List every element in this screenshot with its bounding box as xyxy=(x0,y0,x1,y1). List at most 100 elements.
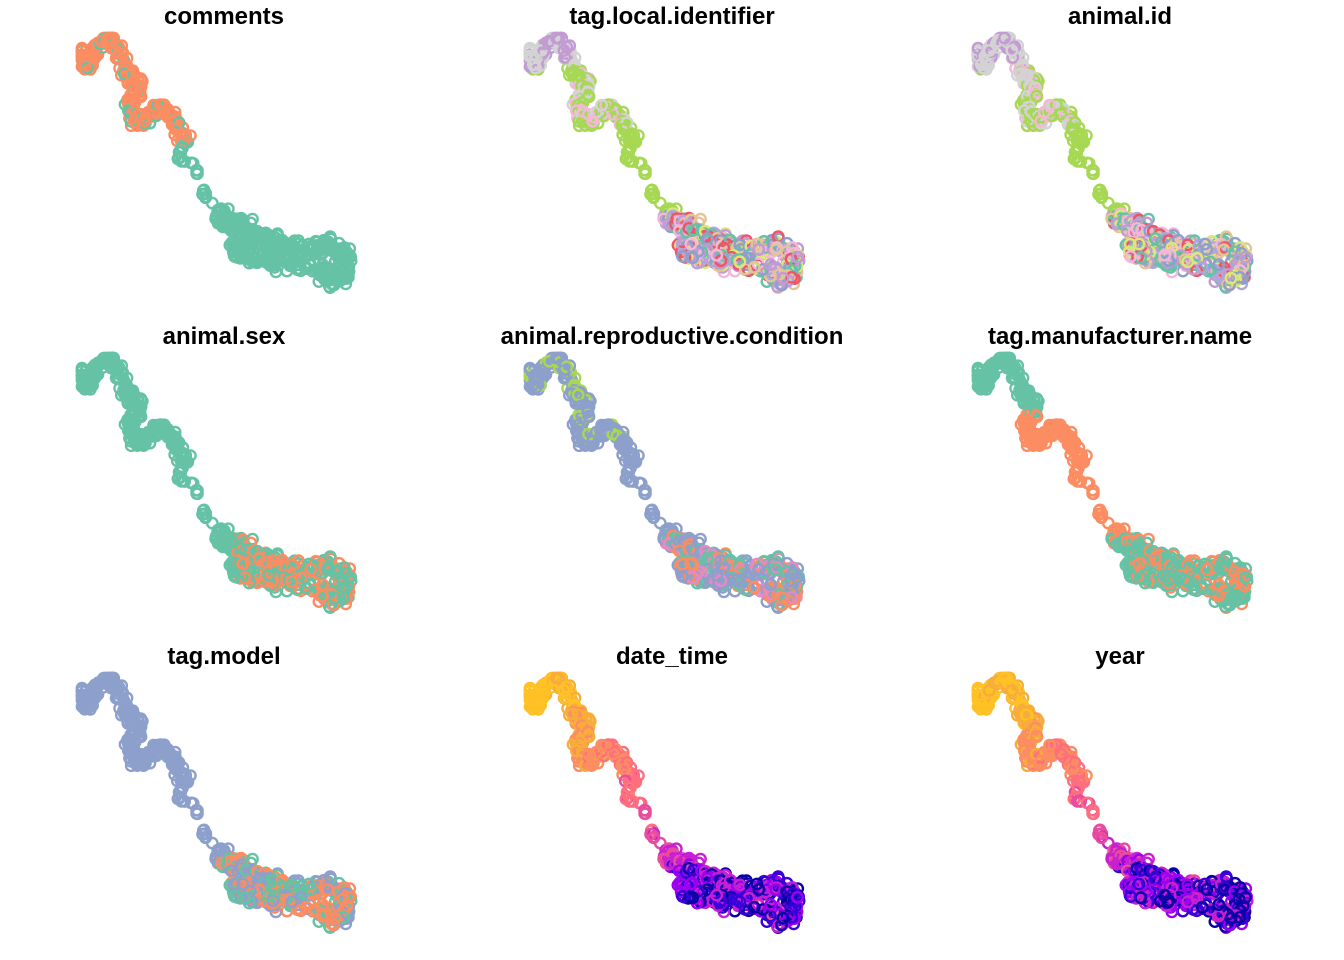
location-point xyxy=(1071,460,1085,474)
location-point xyxy=(302,237,316,251)
location-point xyxy=(1233,270,1247,284)
location-point xyxy=(617,442,631,456)
location-point xyxy=(1086,484,1100,497)
location-point xyxy=(1178,253,1192,267)
panel-comments: comments xyxy=(0,0,448,320)
location-point xyxy=(109,364,123,377)
location-point xyxy=(1178,573,1192,587)
location-point xyxy=(102,351,115,365)
location-point xyxy=(586,434,600,448)
location-point xyxy=(299,260,313,274)
location-point xyxy=(733,255,747,269)
location-point xyxy=(1171,553,1185,567)
location-point xyxy=(1181,255,1195,269)
location-point xyxy=(239,863,253,877)
location-point xyxy=(1034,114,1048,128)
location-point xyxy=(1086,164,1100,177)
location-point xyxy=(299,580,313,594)
location-point xyxy=(785,590,799,604)
location-point xyxy=(1049,418,1063,432)
location-point xyxy=(134,409,148,423)
location-point xyxy=(750,237,764,251)
location-point xyxy=(1030,409,1044,423)
points-layer xyxy=(75,671,358,934)
location-point xyxy=(752,243,766,256)
location-point xyxy=(723,553,737,567)
location-point xyxy=(228,250,242,263)
location-point xyxy=(565,67,579,81)
location-point xyxy=(228,570,242,583)
location-point xyxy=(1065,122,1079,136)
location-point xyxy=(687,223,701,237)
location-point xyxy=(974,58,988,71)
location-point xyxy=(571,388,585,402)
location-point xyxy=(582,89,596,103)
location-point xyxy=(316,258,330,271)
location-point xyxy=(316,578,330,591)
location-point xyxy=(582,409,596,423)
location-point xyxy=(715,568,729,582)
location-point xyxy=(1124,250,1138,263)
panel-animal-id: animal.id xyxy=(896,0,1344,320)
location-point xyxy=(982,364,996,377)
location-point xyxy=(791,570,804,584)
location-point xyxy=(175,460,189,474)
location-point xyxy=(138,434,152,448)
location-point xyxy=(647,191,660,205)
location-point xyxy=(998,31,1011,45)
location-point xyxy=(571,68,585,82)
location-point xyxy=(153,738,167,752)
location-point xyxy=(1074,155,1088,168)
location-point xyxy=(227,557,241,571)
location-point xyxy=(1224,271,1238,285)
location-point xyxy=(178,475,192,488)
location-point xyxy=(172,116,186,130)
location-point xyxy=(1132,237,1146,251)
location-point xyxy=(1005,44,1019,57)
location-point xyxy=(565,387,579,401)
location-point xyxy=(123,68,137,82)
location-point xyxy=(1195,580,1209,594)
location-point xyxy=(595,418,609,432)
location-point xyxy=(1013,387,1027,401)
location-point xyxy=(1043,418,1057,432)
location-point xyxy=(1092,507,1106,521)
location-point xyxy=(1013,67,1027,81)
location-point xyxy=(715,248,729,262)
location-point xyxy=(1200,563,1214,576)
location-point xyxy=(1071,140,1085,154)
location-point xyxy=(1068,436,1082,450)
location-point xyxy=(138,754,152,768)
location-point xyxy=(723,233,737,247)
location-point xyxy=(153,418,167,432)
location-point xyxy=(1132,557,1146,571)
location-point xyxy=(304,563,318,576)
location-point xyxy=(239,543,253,557)
location-point xyxy=(638,164,652,177)
location-point xyxy=(275,233,289,247)
location-point xyxy=(102,671,115,685)
location-point xyxy=(1030,89,1044,103)
location-point xyxy=(199,831,212,845)
location-point xyxy=(267,568,281,582)
panel-title: tag.model xyxy=(167,643,281,670)
points-layer xyxy=(971,351,1254,614)
location-point xyxy=(730,253,744,267)
location-point xyxy=(282,893,296,907)
location-point xyxy=(239,223,253,237)
location-point xyxy=(601,98,615,112)
location-point xyxy=(343,250,356,264)
location-point xyxy=(86,364,100,377)
location-point xyxy=(169,122,183,136)
location-point xyxy=(534,364,548,377)
location-point xyxy=(316,898,330,911)
location-point xyxy=(109,684,123,697)
location-point xyxy=(1198,557,1212,571)
location-point xyxy=(1095,511,1108,525)
location-point xyxy=(1163,248,1177,262)
location-point xyxy=(785,270,799,284)
location-point xyxy=(175,780,189,794)
location-point xyxy=(190,484,204,497)
location-point xyxy=(586,114,600,128)
panel-tag-local-identifier: tag.local.identifier xyxy=(448,0,896,320)
